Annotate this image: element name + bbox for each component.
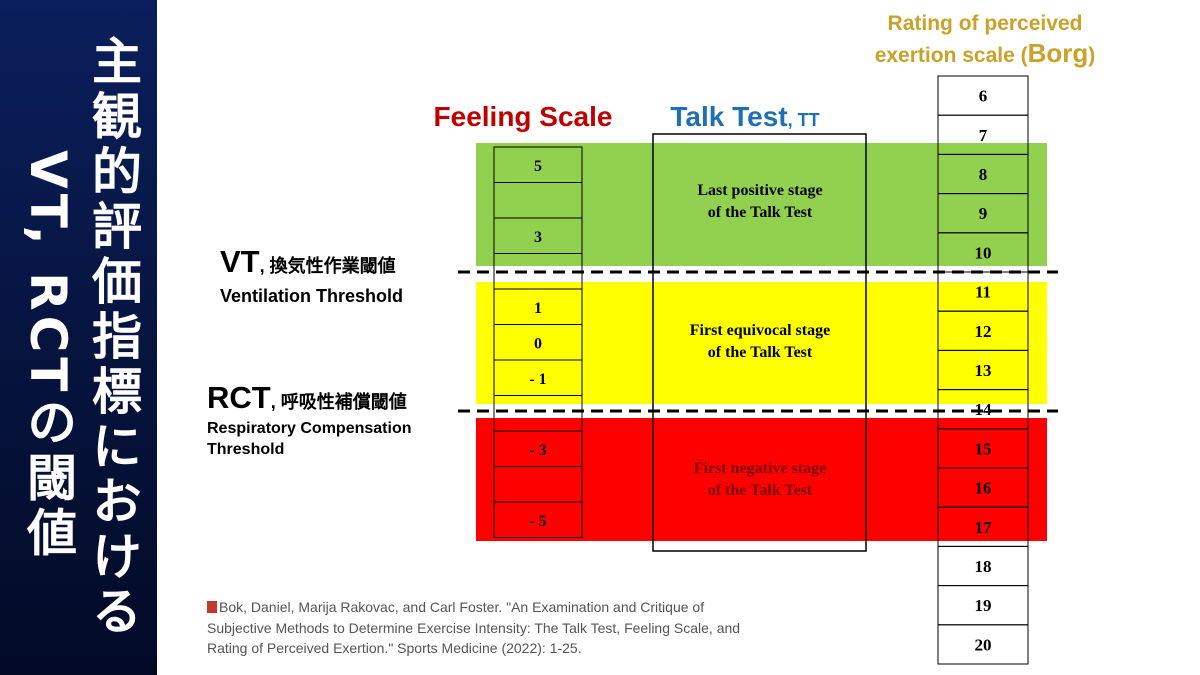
talk-stage-text: of the Talk Test xyxy=(708,204,813,221)
sidebar-title: VT, RCTの閾値 xyxy=(19,150,77,562)
feeling-value: - 3 xyxy=(529,442,546,459)
borg-value: 19 xyxy=(975,596,992,615)
borg-value: 8 xyxy=(979,165,988,184)
feeling-cell xyxy=(493,501,583,538)
borg-value: 14 xyxy=(975,400,993,419)
borg-value: 16 xyxy=(975,479,992,498)
rct-label: RCT, 呼吸性補償閾値 xyxy=(207,380,407,415)
borg-emphasis: Borg xyxy=(1028,38,1089,68)
vt-japanese: , 換気性作業閾値 xyxy=(260,255,396,276)
vt-english: Ventilation Threshold xyxy=(220,286,403,306)
borg-value: 13 xyxy=(975,361,992,380)
borg-value: 10 xyxy=(975,243,992,262)
borg-cell xyxy=(937,624,1029,665)
talk-test-box xyxy=(652,133,867,552)
vt-label: VT, 換気性作業閾値 xyxy=(220,244,396,279)
talk-stage-text: First negative stage xyxy=(694,460,826,477)
borg-value: 17 xyxy=(975,518,993,537)
citation-line: Rating of Perceived Exertion." Sports Me… xyxy=(207,640,582,656)
book-icon xyxy=(207,601,217,613)
rct-japanese: , 呼吸性補償閾値 xyxy=(271,391,407,412)
talk-stage-text: First equivocal stage xyxy=(690,322,830,339)
feeling-value: - 1 xyxy=(529,371,546,388)
borg-value: 20 xyxy=(975,635,992,654)
borg-title: exertion scale (Borg) xyxy=(875,38,1096,68)
yellow-band xyxy=(476,282,1047,404)
feeling-value: 5 xyxy=(534,158,542,175)
talk-test-name: Talk Test xyxy=(670,101,787,132)
borg-title: Rating of perceived xyxy=(888,12,1083,35)
talk-stage-text: of the Talk Test xyxy=(708,344,813,361)
borg-value: 18 xyxy=(975,557,992,576)
borg-value: 7 xyxy=(979,126,988,145)
borg-title-text: exertion scale ( xyxy=(875,44,1028,67)
talk-stage-text: Last positive stage xyxy=(697,182,822,199)
rct-abbr: RCT xyxy=(207,380,271,415)
talk-test-title: Talk Test, TT xyxy=(670,101,819,132)
borg-value: 12 xyxy=(975,322,992,341)
red-band xyxy=(476,418,1047,541)
talk-stage-text: of the Talk Test xyxy=(708,482,813,499)
borg-value: 11 xyxy=(975,283,991,302)
vt-abbr: VT xyxy=(220,244,260,279)
borg-close: ) xyxy=(1088,44,1095,67)
sidebar-title: 主観的評価指標における xyxy=(84,35,142,640)
feeling-scale-title: Feeling Scale xyxy=(434,101,613,132)
feeling-value: - 5 xyxy=(529,513,546,530)
feeling-value: 0 xyxy=(534,335,542,352)
borg-value: 6 xyxy=(979,87,988,106)
green-band xyxy=(476,143,1047,266)
feeling-value: 1 xyxy=(534,300,542,317)
sidebar: 主観的評価指標における VT, RCTの閾値 xyxy=(0,0,157,675)
talk-test-suffix: , TT xyxy=(788,110,820,130)
rct-english: Respiratory Compensation xyxy=(207,420,411,437)
feeling-value: 3 xyxy=(534,229,542,246)
citation-line: Subjective Methods to Determine Exercise… xyxy=(207,620,740,636)
citation-line: Bok, Daniel, Marija Rakovac, and Carl Fo… xyxy=(219,599,704,615)
rct-english: Threshold xyxy=(207,441,284,458)
borg-value: 9 xyxy=(979,204,988,223)
borg-value: 15 xyxy=(975,439,992,458)
